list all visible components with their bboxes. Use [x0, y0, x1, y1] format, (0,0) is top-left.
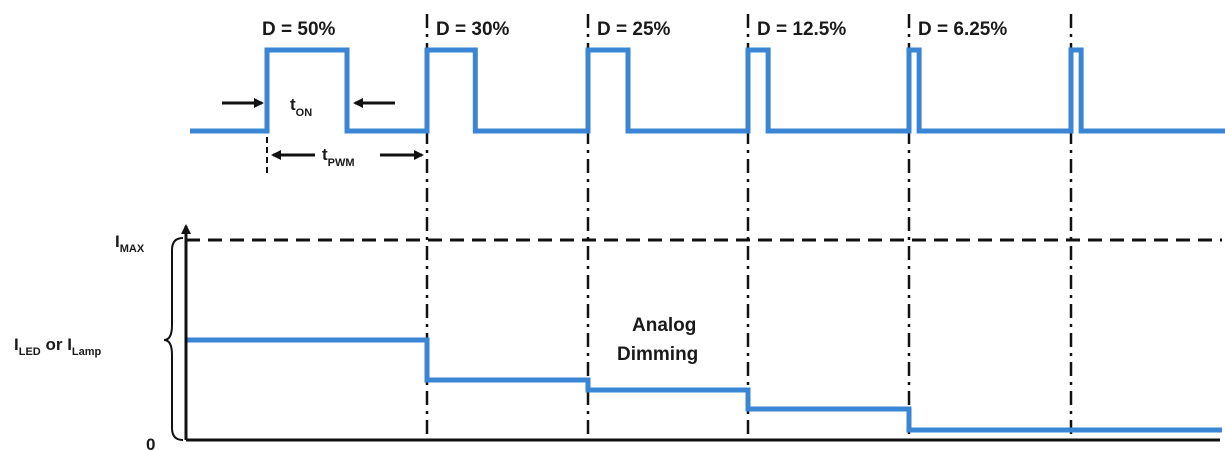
iled-or-ilamp-label: ILED or ILamp — [14, 335, 102, 358]
imax-label: IMAX — [115, 232, 145, 255]
analog-dimming-label-line2: Dimming — [617, 344, 698, 365]
duty-cycle-labels: D = 50% D = 30% D = 25% D = 12.5% D = 6.25% — [262, 19, 1007, 40]
ton-label: tON — [290, 95, 312, 119]
duty-cycle-label: D = 30% — [436, 19, 510, 40]
pwm-waveform — [190, 47, 1225, 134]
duty-cycle-label: D = 50% — [262, 19, 336, 40]
duty-cycle-label: D = 25% — [597, 19, 671, 40]
duty-cycle-label: D = 12.5% — [757, 19, 846, 40]
duty-cycle-label: D = 6.25% — [918, 19, 1007, 40]
imax-brace — [163, 237, 184, 356]
zero-brace — [171, 355, 184, 441]
tpwm-label: tPWM — [322, 145, 355, 169]
analog-dimming-label-line1: Analog — [632, 315, 696, 336]
analog-current-waveform — [186, 337, 1222, 433]
zero-label: 0 — [146, 435, 155, 450]
